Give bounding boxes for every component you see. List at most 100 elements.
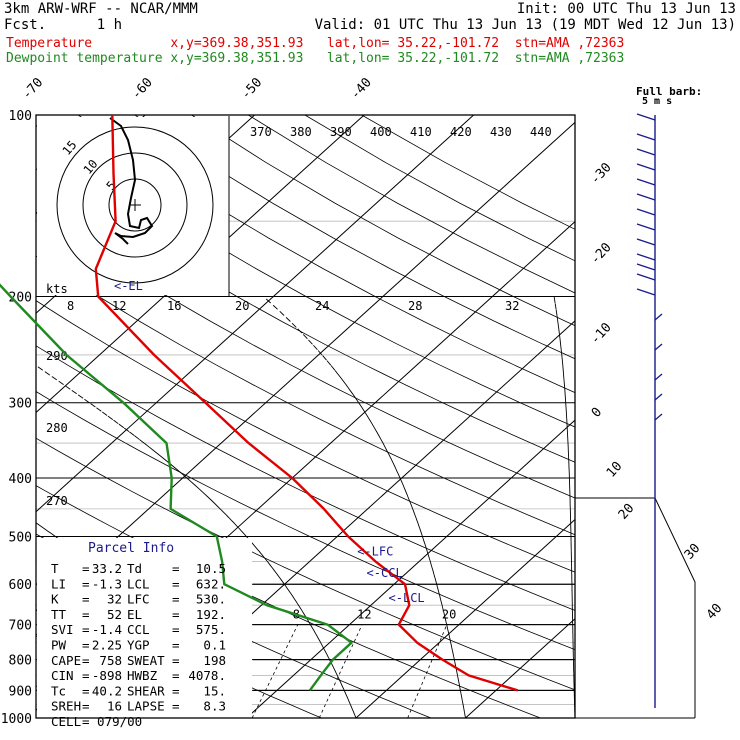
parcel-info-key: K — [51, 592, 59, 607]
parcel-info-key: CIN — [51, 668, 74, 683]
wind-barb — [636, 133, 656, 141]
wind-barb — [636, 263, 656, 271]
isotherm-line — [35, 121, 576, 612]
parcel-info-value: 40.2 — [92, 683, 122, 698]
wind-barb-title: Full barb: — [636, 85, 702, 98]
hodograph-speed-label: 32 — [505, 299, 519, 313]
temperature-tick-label: 40 — [704, 601, 726, 623]
theta-label: 430 — [490, 125, 512, 139]
dewpoint-legend: Dewpoint temperature x,y=369.38,351.93 l… — [6, 51, 625, 66]
parcel-info-key: CCL — [127, 622, 150, 637]
isotherm-line — [355, 519, 576, 719]
parcel-info-value: -1.3 — [92, 576, 122, 591]
mixing-ratio-line — [251, 624, 299, 719]
hodograph-background — [37, 117, 229, 295]
wind-barb — [636, 148, 656, 156]
temperature-tick-label: -50 — [238, 75, 265, 102]
theta-label: 390 — [330, 125, 352, 139]
hodograph-trace — [109, 117, 154, 245]
parcel-info-value: 2.25 — [92, 638, 122, 653]
theta-label: 380 — [290, 125, 312, 139]
parcel-info-equals: = — [82, 638, 90, 653]
temperature-tick-label: 30 — [682, 541, 704, 563]
parcel-info-value: 32 — [107, 592, 122, 607]
hodograph-speed-label: 24 — [315, 299, 329, 313]
parcel-info-key: LCL — [127, 576, 150, 591]
parcel-info-key: SREH — [51, 699, 81, 714]
dewpoint-line — [0, 283, 353, 692]
parcel-info-value: 8.3 — [203, 699, 226, 714]
chart-frame-extension — [575, 497, 696, 718]
parcel-info-key: HWBZ — [127, 668, 158, 683]
pressure-label: 900 — [9, 684, 32, 699]
wind-barb — [654, 413, 663, 421]
parcel-info-key: Td — [127, 561, 142, 576]
mixing-ratio-line — [318, 624, 363, 719]
wind-barb — [636, 193, 656, 201]
parcel-info-equals: = — [172, 561, 180, 576]
parcel-info-key: TT — [51, 607, 67, 622]
parcel-info-equals: = — [172, 699, 180, 714]
dry-adiabat-line — [191, 114, 576, 326]
hodograph-speed-label: 20 — [235, 299, 249, 313]
parcel-info-key: CELL — [51, 714, 81, 729]
left-axis-label: 290 — [46, 349, 68, 363]
dry-adiabat-line — [134, 114, 576, 360]
pressure-label: 1000 — [1, 712, 32, 727]
mixing-ratio-line — [407, 624, 448, 719]
wind-barb — [654, 373, 663, 381]
theta-label: 370 — [250, 125, 272, 139]
parcel-info-title: Parcel Info — [88, 541, 174, 556]
level-annotation: <-EL — [114, 279, 143, 293]
temperature-tick-label: 10 — [604, 459, 626, 481]
parcel-info-value: -898 — [92, 668, 122, 683]
parcel-info-equals: = — [82, 607, 90, 622]
parcel-info-equals: = — [172, 576, 180, 591]
parcel-info-value: 192. — [196, 607, 226, 622]
parcel-info-equals: = — [82, 622, 90, 637]
parcel-info-key: Tc — [51, 683, 66, 698]
pressure-label: 100 — [9, 109, 32, 124]
parcel-info-key: CAPE — [51, 653, 81, 668]
wind-barb — [636, 178, 656, 186]
init-time: Init: 00 UTC Thu 13 Jun 13 — [516, 1, 736, 17]
dry-adiabat-line — [361, 114, 576, 230]
left-axis-label: 280 — [46, 421, 68, 435]
parcel-info-equals: = — [172, 638, 180, 653]
parcel-info-key: LI — [51, 576, 66, 591]
parcel-info-equals: = — [82, 592, 90, 607]
model-title: 3km ARW-WRF -- NCAR/MMM — [4, 1, 198, 17]
parcel-info-value: 632. — [196, 576, 226, 591]
forecast-hour: Fcst. 1 h — [4, 17, 123, 33]
parcel-info-value: 10.5 — [196, 561, 226, 576]
parcel-info-equals: = — [172, 668, 180, 683]
level-annotation: <-LFC — [357, 545, 393, 559]
temperature-tick-label: -40 — [348, 75, 375, 102]
mixing-ratio-label: 12 — [357, 608, 371, 622]
wind-barb — [636, 163, 656, 171]
chart-frame — [35, 114, 576, 719]
dry-adiabat-line — [304, 114, 576, 262]
parcel-info-key: EL — [127, 607, 142, 622]
hodograph-speed-label: 8 — [67, 299, 74, 313]
level-annotation: <-CCL — [367, 566, 403, 580]
dry-adiabat-line — [35, 300, 576, 573]
isotherm-line — [246, 419, 576, 719]
hodograph-ring — [82, 152, 188, 258]
hodograph-speed-label: 28 — [408, 299, 422, 313]
parcel-info-key: SHEAR — [127, 683, 165, 698]
parcel-panel-background — [37, 538, 252, 719]
pressure-label: 800 — [9, 654, 32, 669]
parcel-info-equals: = — [82, 576, 90, 591]
temperature-tick-label: 0 — [589, 405, 605, 421]
parcel-info-key: YGP — [127, 638, 150, 653]
parcel-info-equals: = — [82, 683, 90, 698]
parcel-info-value: 575. — [196, 622, 226, 637]
theta-label: 420 — [450, 125, 472, 139]
parcel-info-equals: = — [172, 592, 180, 607]
parcel-info-value: 198 — [203, 653, 226, 668]
temperature-tick-label: -10 — [588, 320, 615, 347]
wind-barb — [654, 343, 663, 351]
wind-barb — [654, 313, 663, 321]
